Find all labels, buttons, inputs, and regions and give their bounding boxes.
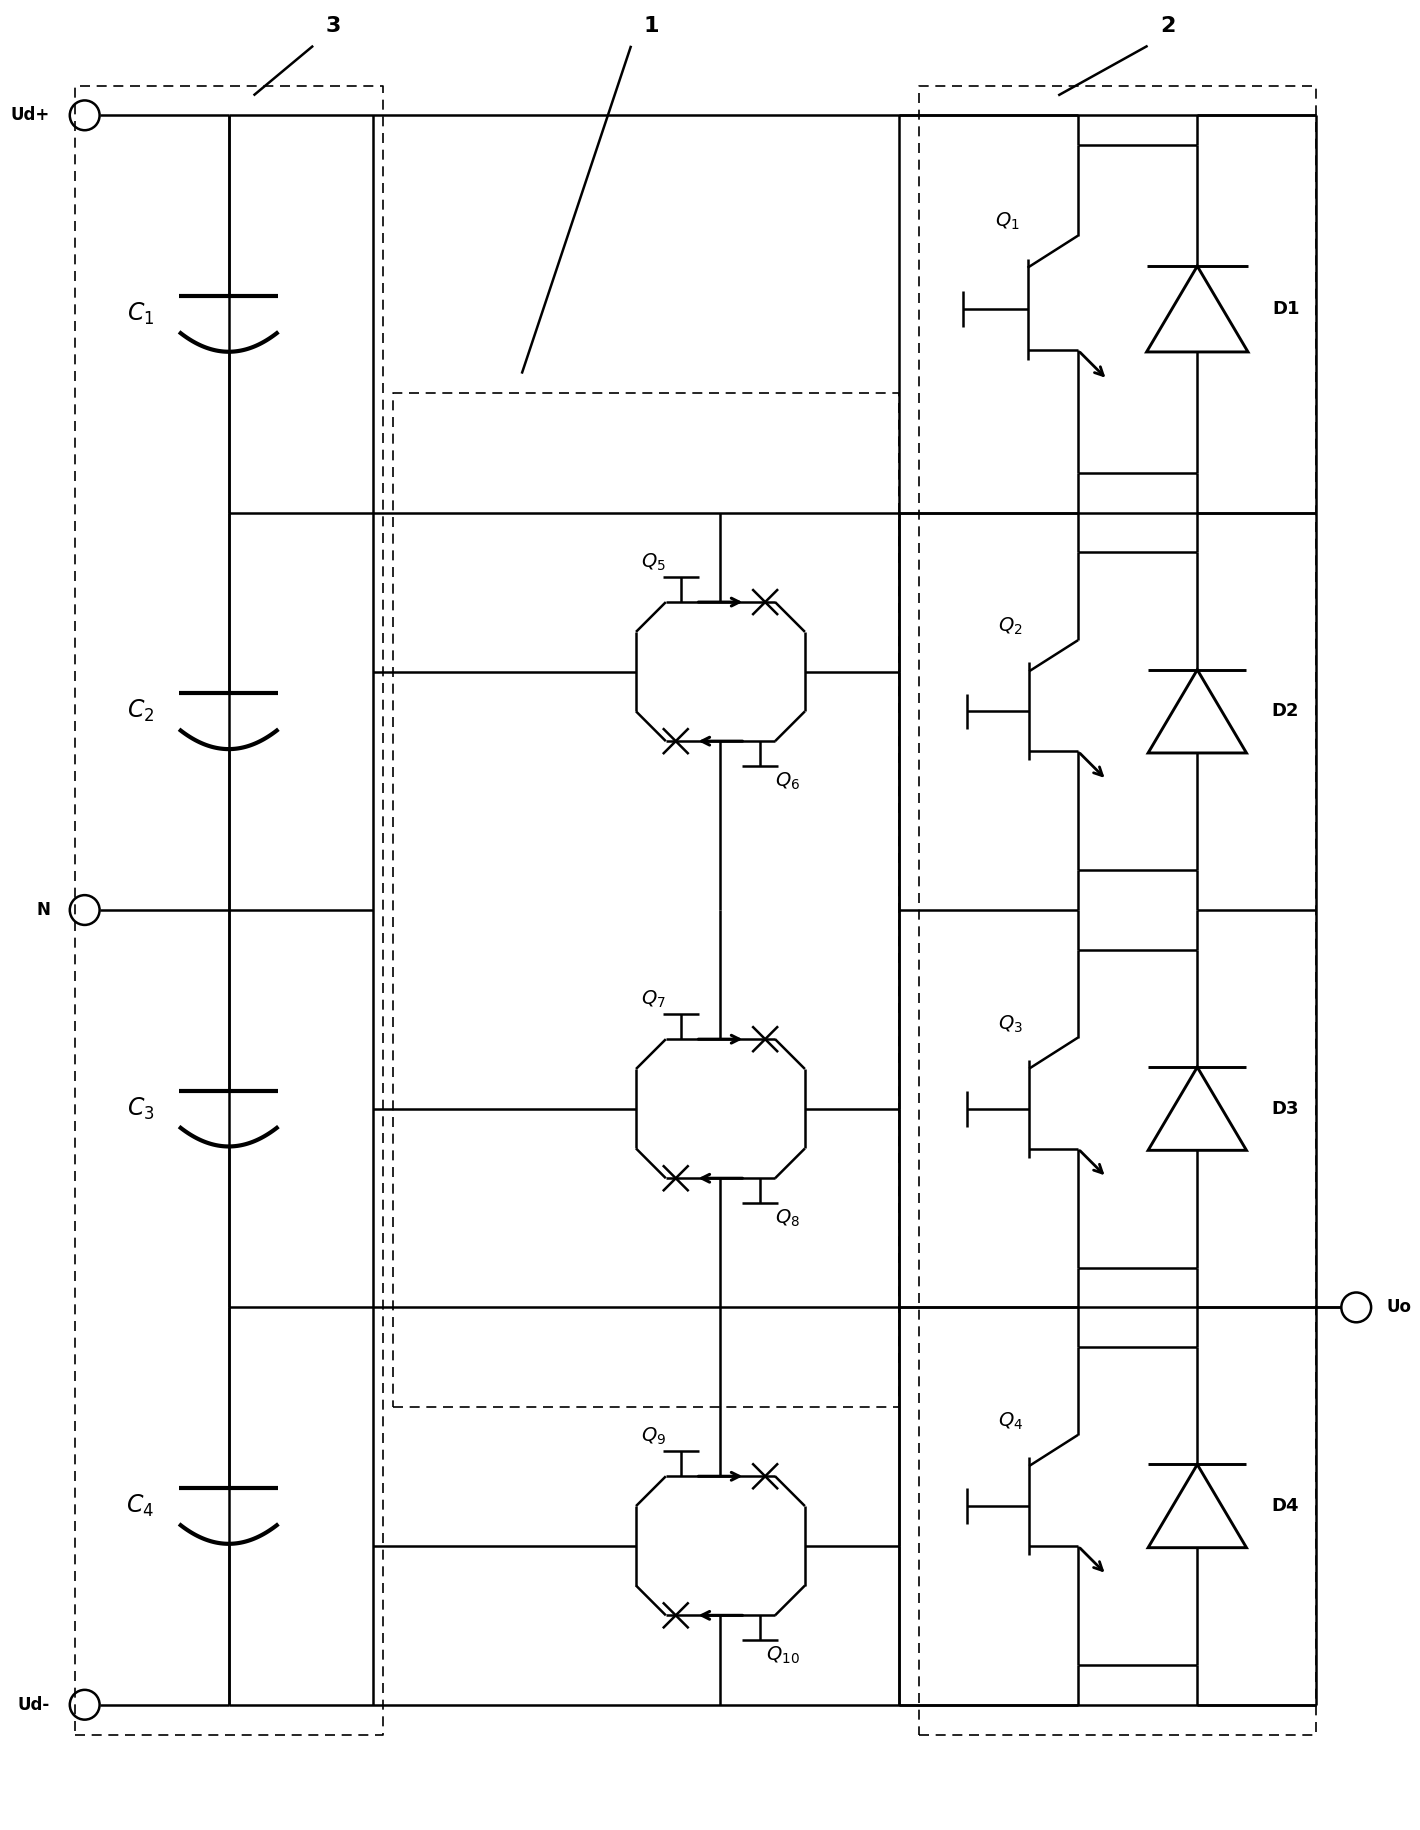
Text: $Q_2$: $Q_2$ — [998, 617, 1022, 637]
Text: $Q_5$: $Q_5$ — [640, 551, 666, 573]
Text: $Q_3$: $Q_3$ — [998, 1014, 1022, 1034]
Text: $Q_9$: $Q_9$ — [640, 1426, 666, 1448]
Text: D1: D1 — [1272, 300, 1301, 318]
Text: $C_2$: $C_2$ — [126, 699, 155, 725]
Text: D2: D2 — [1271, 703, 1299, 721]
Text: Ud-: Ud- — [17, 1696, 50, 1713]
Text: 1: 1 — [643, 16, 659, 37]
Text: $Q_1$: $Q_1$ — [995, 210, 1020, 232]
Text: $C_1$: $C_1$ — [126, 300, 155, 328]
Text: D4: D4 — [1271, 1497, 1299, 1515]
Text: $Q_{10}$: $Q_{10}$ — [767, 1645, 799, 1665]
Text: D3: D3 — [1271, 1100, 1299, 1118]
Text: $Q_4$: $Q_4$ — [998, 1411, 1024, 1433]
Text: N: N — [36, 900, 50, 919]
Text: $C_4$: $C_4$ — [126, 1493, 155, 1519]
Text: $Q_6$: $Q_6$ — [775, 770, 799, 792]
Text: 3: 3 — [325, 16, 341, 37]
Text: 2: 2 — [1160, 16, 1176, 37]
Text: Ud+: Ud+ — [11, 106, 50, 124]
Text: $Q_8$: $Q_8$ — [775, 1208, 799, 1228]
Text: $Q_7$: $Q_7$ — [640, 988, 666, 1010]
Text: $C_3$: $C_3$ — [126, 1096, 155, 1122]
Text: Uo: Uo — [1386, 1299, 1411, 1316]
